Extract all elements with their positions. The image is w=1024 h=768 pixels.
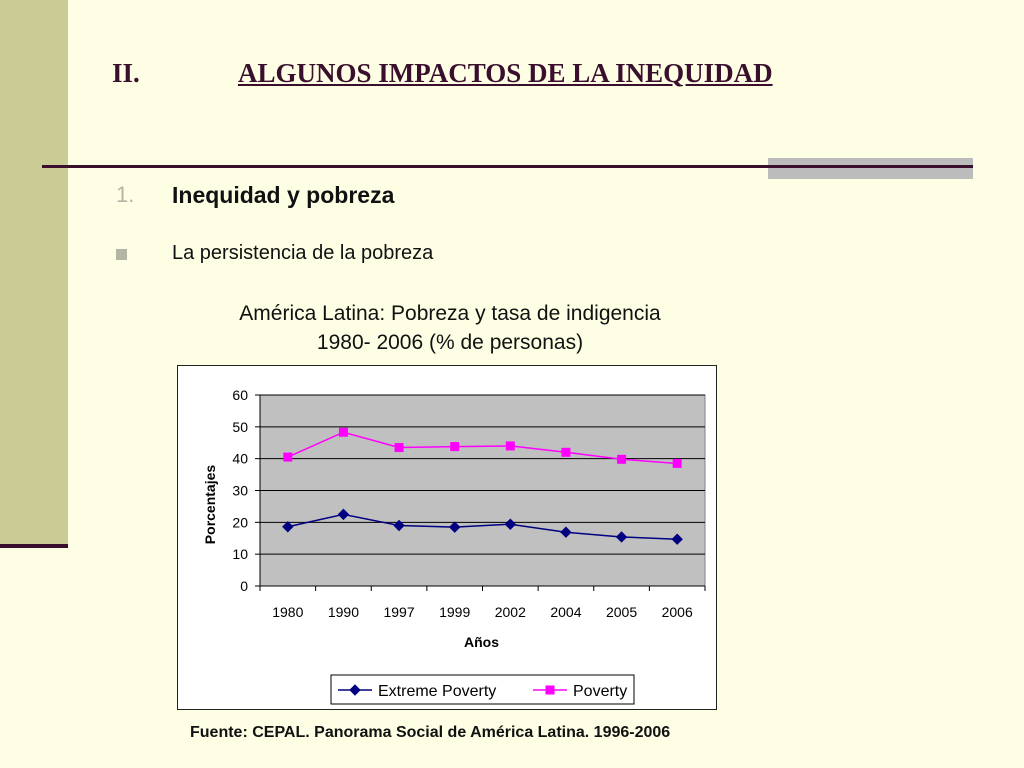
data-point: [617, 454, 627, 464]
chart-frame: 0 10 20 30 40 50 60 1980 1990 1997 1999 2002 2004 200…: [177, 365, 717, 710]
x-tick-label: 2006: [662, 604, 693, 620]
y-tick-label: 20: [232, 514, 248, 530]
y-axis-label: Porcentajes: [202, 465, 218, 545]
y-tick-label: 60: [232, 387, 248, 403]
data-point: [672, 458, 682, 468]
legend-label: Extreme Poverty: [378, 683, 496, 700]
data-point: [450, 442, 460, 452]
legend-label: Poverty: [573, 683, 627, 700]
y-tick-label: 30: [232, 483, 248, 499]
legend-box: [330, 674, 635, 705]
data-point: [448, 521, 461, 533]
slide-title: II. ALGUNOS IMPACTOS DE LA INEQUIDAD: [112, 58, 773, 89]
source-note: Fuente: CEPAL. Panorama Social de Améric…: [190, 724, 671, 741]
left-band-underline: [0, 544, 68, 548]
line-chart: 0 10 20 30 40 50 60 1980 1990 1997 1999 2002 2004 200…: [202, 387, 706, 705]
data-point: [671, 533, 683, 545]
header-divider-accent-bar: [768, 158, 973, 179]
data-point: [282, 521, 294, 533]
chart-subtitle: 1980- 2006 (% de personas): [316, 331, 584, 354]
x-tick-label: 1980: [272, 604, 303, 620]
data-point: [337, 508, 350, 521]
data-point: [505, 441, 515, 451]
data-point: [560, 526, 572, 538]
data-point: [504, 518, 517, 530]
bullet-text: La persistencia de la pobreza: [172, 242, 434, 264]
series-line-1: [287, 431, 678, 465]
subsection-number: 1.: [116, 182, 135, 207]
y-tick-label: 0: [240, 578, 248, 594]
data-point: [338, 427, 348, 437]
left-decorative-band: [0, 0, 68, 545]
section-number: II.: [112, 58, 140, 88]
chart-title: América Latina: Pobreza y tasa de indige…: [239, 302, 661, 325]
series-line-0: [287, 513, 678, 540]
section-title: ALGUNOS IMPACTOS DE LA INEQUIDAD: [238, 58, 773, 88]
x-tick-label: 2002: [495, 604, 526, 620]
legend-marker: [545, 685, 555, 695]
chart-heading: América Latina: Pobreza y tasa de indige…: [180, 299, 720, 357]
header-divider: [42, 165, 972, 168]
x-tick-label: 2004: [550, 604, 581, 620]
data-point: [561, 447, 571, 457]
header-divider-accent-line: [768, 165, 973, 168]
x-tick-label: 1999: [439, 604, 470, 620]
legend-marker: [349, 684, 361, 696]
data-point: [393, 519, 405, 532]
data-point: [283, 452, 293, 462]
x-tick-label: 1997: [383, 604, 414, 620]
x-tick-label: 2005: [606, 604, 637, 620]
y-tick-label: 40: [232, 451, 248, 467]
data-point: [394, 443, 404, 453]
subsection-title: Inequidad y pobreza: [172, 182, 395, 208]
x-axis-label: Años: [464, 634, 499, 650]
bullet-square-icon: [116, 249, 127, 260]
data-point: [615, 531, 628, 543]
x-tick-label: 1990: [328, 604, 359, 620]
y-tick-label: 10: [232, 546, 248, 562]
y-tick-label: 50: [232, 419, 248, 435]
